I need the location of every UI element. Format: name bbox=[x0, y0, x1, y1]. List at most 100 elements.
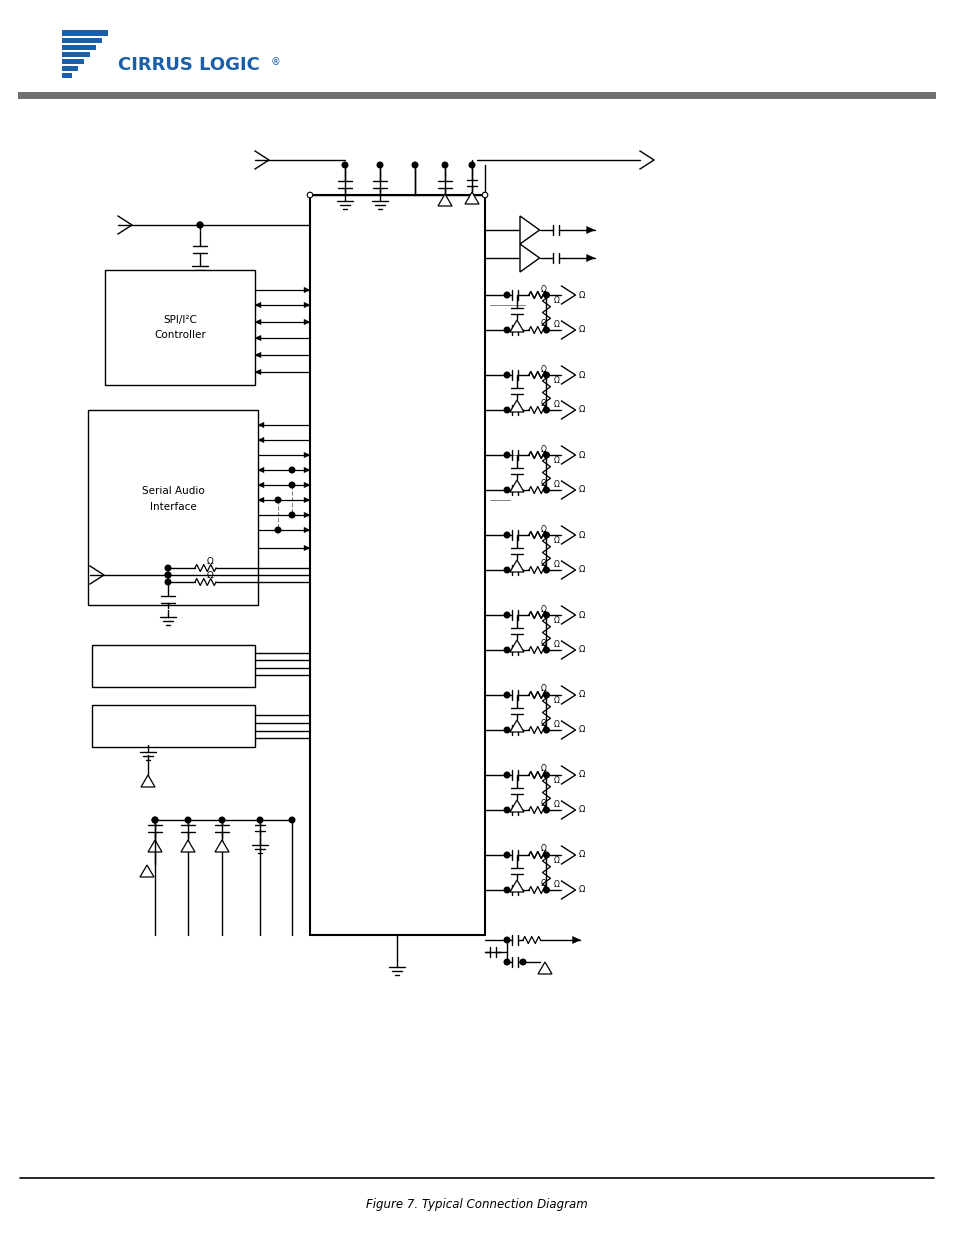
Text: Ω: Ω bbox=[540, 845, 546, 853]
Bar bbox=[91, 645, 254, 687]
Circle shape bbox=[504, 960, 509, 965]
Text: Interface: Interface bbox=[150, 503, 196, 513]
Circle shape bbox=[519, 960, 525, 965]
Polygon shape bbox=[510, 800, 523, 811]
Text: Ω: Ω bbox=[578, 451, 584, 459]
Circle shape bbox=[274, 527, 280, 532]
Polygon shape bbox=[304, 513, 310, 517]
Text: Ω: Ω bbox=[578, 326, 584, 335]
Bar bbox=[62, 44, 96, 49]
Text: Ω: Ω bbox=[540, 764, 546, 773]
Text: Ω: Ω bbox=[553, 720, 558, 729]
Circle shape bbox=[504, 852, 509, 858]
Text: Ω: Ω bbox=[540, 799, 546, 809]
Polygon shape bbox=[257, 422, 264, 427]
Circle shape bbox=[543, 452, 549, 458]
Circle shape bbox=[442, 162, 447, 168]
Circle shape bbox=[504, 887, 509, 893]
Text: Ω: Ω bbox=[207, 557, 213, 567]
Polygon shape bbox=[148, 840, 162, 852]
Text: Ω: Ω bbox=[553, 800, 558, 809]
Circle shape bbox=[197, 222, 203, 227]
Circle shape bbox=[504, 692, 509, 698]
Bar bbox=[310, 195, 484, 935]
Polygon shape bbox=[254, 352, 261, 358]
Circle shape bbox=[504, 408, 509, 412]
Bar bbox=[62, 64, 78, 65]
Text: Ω: Ω bbox=[540, 640, 546, 648]
Text: Ω: Ω bbox=[553, 320, 558, 329]
Polygon shape bbox=[510, 320, 523, 332]
Text: Ω: Ω bbox=[540, 445, 546, 453]
Text: Ω: Ω bbox=[578, 610, 584, 620]
Circle shape bbox=[165, 579, 171, 585]
Circle shape bbox=[543, 327, 549, 332]
Circle shape bbox=[504, 808, 509, 813]
Text: Ω: Ω bbox=[578, 646, 584, 655]
Text: Ω: Ω bbox=[553, 616, 558, 625]
Circle shape bbox=[504, 613, 509, 618]
Text: Figure 7. Typical Connection Diagram: Figure 7. Typical Connection Diagram bbox=[366, 1198, 587, 1212]
Text: Ω: Ω bbox=[578, 805, 584, 815]
Circle shape bbox=[543, 647, 549, 653]
Circle shape bbox=[289, 482, 294, 488]
Polygon shape bbox=[304, 498, 310, 503]
Polygon shape bbox=[537, 962, 552, 974]
Text: Ω: Ω bbox=[553, 776, 558, 785]
Text: Ω: Ω bbox=[540, 320, 546, 329]
Circle shape bbox=[504, 772, 509, 778]
Circle shape bbox=[504, 293, 509, 298]
Text: Ω: Ω bbox=[578, 405, 584, 415]
Polygon shape bbox=[510, 559, 523, 572]
Circle shape bbox=[185, 818, 191, 823]
Circle shape bbox=[504, 567, 509, 573]
Bar bbox=[18, 91, 935, 99]
Circle shape bbox=[504, 452, 509, 458]
Text: Ω: Ω bbox=[578, 290, 584, 300]
Text: Ω: Ω bbox=[553, 456, 558, 466]
Text: Ω: Ω bbox=[578, 725, 584, 735]
Circle shape bbox=[543, 772, 549, 778]
Polygon shape bbox=[304, 527, 310, 532]
Polygon shape bbox=[254, 320, 261, 325]
Text: Ω: Ω bbox=[553, 640, 558, 650]
Text: Ω: Ω bbox=[578, 485, 584, 494]
Circle shape bbox=[543, 808, 549, 813]
Bar bbox=[62, 58, 84, 64]
Text: Ω: Ω bbox=[540, 720, 546, 729]
Polygon shape bbox=[304, 483, 310, 488]
Polygon shape bbox=[181, 840, 194, 852]
Polygon shape bbox=[572, 936, 579, 944]
Circle shape bbox=[504, 532, 509, 537]
Text: Ω: Ω bbox=[553, 400, 558, 409]
Circle shape bbox=[481, 193, 487, 198]
Text: Ω: Ω bbox=[540, 559, 546, 568]
Text: Ω: Ω bbox=[578, 566, 584, 574]
Polygon shape bbox=[304, 467, 310, 473]
Polygon shape bbox=[257, 437, 264, 442]
Text: Ω: Ω bbox=[553, 881, 558, 889]
Circle shape bbox=[165, 572, 171, 578]
Circle shape bbox=[543, 372, 549, 378]
Polygon shape bbox=[140, 864, 153, 877]
Bar bbox=[62, 49, 90, 52]
Circle shape bbox=[412, 162, 417, 168]
Circle shape bbox=[257, 818, 262, 823]
Bar bbox=[62, 51, 90, 57]
Circle shape bbox=[504, 327, 509, 332]
Bar bbox=[91, 705, 254, 747]
Polygon shape bbox=[510, 640, 523, 652]
Text: Ω: Ω bbox=[540, 479, 546, 489]
Circle shape bbox=[543, 887, 549, 893]
Bar bbox=[62, 65, 78, 70]
Polygon shape bbox=[586, 226, 594, 233]
Text: Ω: Ω bbox=[578, 690, 584, 699]
Polygon shape bbox=[254, 303, 261, 308]
Text: Ω: Ω bbox=[540, 284, 546, 294]
Polygon shape bbox=[304, 546, 310, 551]
Text: Ω: Ω bbox=[553, 480, 558, 489]
Text: Ω: Ω bbox=[540, 364, 546, 373]
Text: Ω: Ω bbox=[540, 525, 546, 534]
Text: ®: ® bbox=[271, 57, 280, 67]
Polygon shape bbox=[304, 452, 310, 458]
